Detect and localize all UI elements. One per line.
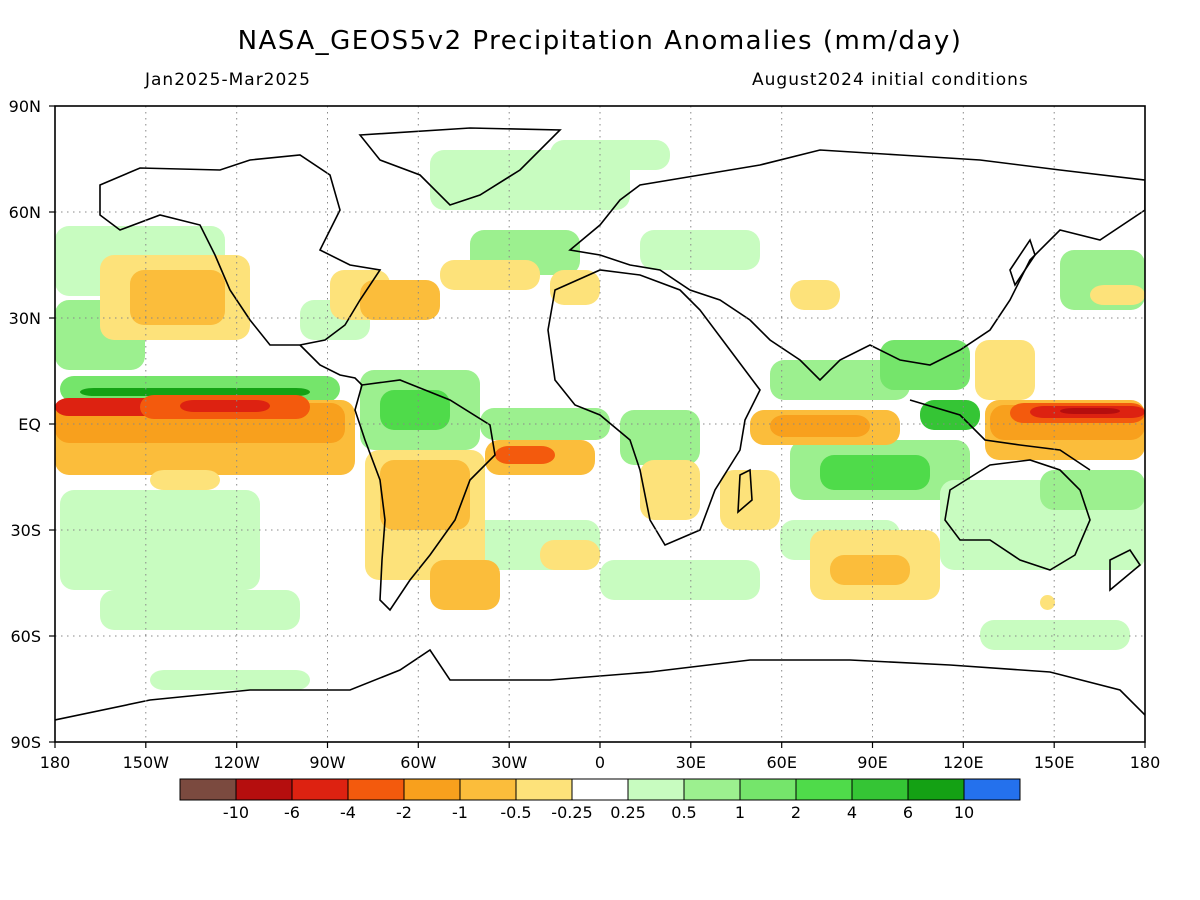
madagascar-coast [737, 468, 753, 514]
colorbar-label: 1 [735, 803, 745, 822]
lon-label-90e: 90E [857, 753, 887, 772]
colorbar-swatch [683, 778, 741, 801]
colorbar-swatch [571, 778, 629, 801]
colorbar-label: 4 [847, 803, 857, 822]
colorbar-label: -2 [396, 803, 412, 822]
coastlines [55, 127, 1145, 721]
colorbar-swatch [459, 778, 517, 801]
map-title: NASA_GEOS5v2 Precipitation Anomalies (mm… [237, 26, 963, 56]
graticule [55, 106, 1145, 742]
colorbar-swatch [851, 778, 909, 801]
colorbar-swatch [963, 778, 1021, 801]
colorbar-label: 10 [954, 803, 974, 822]
lon-label-60e: 60E [766, 753, 796, 772]
colorbar-swatch [179, 778, 237, 801]
lon-label-120w: 120W [214, 753, 261, 772]
colorbar-swatch [235, 778, 293, 801]
new-zealand-coast [1109, 548, 1142, 592]
colorbar-label: -10 [223, 803, 249, 822]
colorbar: -10 -6 -4 -2 -1 -0.5 -0.25 0.25 0.5 1 2 … [179, 778, 1021, 822]
colorbar-label: -1 [452, 803, 468, 822]
lon-label-150w: 150W [123, 753, 170, 772]
south-america-coast [354, 379, 496, 612]
lat-label-30s: 30S [10, 521, 41, 540]
colorbar-label: 0.5 [671, 803, 696, 822]
axis-ticks [49, 105, 1146, 748]
anomaly-field [55, 127, 1145, 721]
colorbar-label: 6 [903, 803, 913, 822]
colorbar-label: -0.25 [551, 803, 592, 822]
colorbar-swatch [627, 778, 685, 801]
latitude-labels: 90N 60N 30N EQ 30S 60S 90S [9, 97, 41, 752]
lon-label-150e: 150E [1034, 753, 1075, 772]
colorbar-swatch [739, 778, 797, 801]
antarctica-coast [55, 648, 1145, 721]
greenland-coast [358, 127, 562, 206]
colorbar-swatch [291, 778, 349, 801]
lon-label-180e: 180 [1130, 753, 1161, 772]
dry-anomalies [55, 255, 1145, 610]
colorbar-label: 2 [791, 803, 801, 822]
lon-label-120e: 120E [943, 753, 984, 772]
lat-label-60s: 60S [10, 627, 41, 646]
africa-coast [547, 269, 761, 547]
lat-label-eq: EQ [18, 415, 41, 434]
colorbar-swatch [795, 778, 853, 801]
colorbar-labels: -10 -6 -4 -2 -1 -0.5 -0.25 0.25 0.5 1 2 … [223, 803, 974, 822]
lat-label-60n: 60N [9, 203, 41, 222]
lon-label-90w: 90W [309, 753, 345, 772]
lon-label-180w: 180 [40, 753, 71, 772]
colorbar-swatch [515, 778, 573, 801]
colorbar-swatch [347, 778, 405, 801]
colorbar-label: 0.25 [610, 803, 646, 822]
colorbar-swatch [907, 778, 965, 801]
colorbar-label: -4 [340, 803, 356, 822]
colorbar-swatches [179, 778, 1021, 801]
japan-coast [1009, 238, 1036, 287]
australia-coast [944, 459, 1091, 571]
lon-label-30e: 30E [676, 753, 706, 772]
lon-label-0: 0 [595, 753, 605, 772]
maritime-continent-coast [909, 399, 1091, 471]
initial-conditions: August2024 initial conditions [752, 70, 1029, 90]
north-america-coast [99, 154, 382, 346]
central-america-coast [299, 344, 363, 386]
lat-label-90s: 90S [10, 733, 41, 752]
colorbar-label: -6 [284, 803, 300, 822]
lat-label-90n: 90N [9, 97, 41, 116]
colorbar-swatch [403, 778, 461, 801]
eurasia-coast [568, 149, 1145, 382]
lon-label-30w: 30W [491, 753, 527, 772]
forecast-period: Jan2025-Mar2025 [145, 70, 311, 90]
longitude-labels: 180 150W 120W 90W 60W 30W 0 30E 60E 90E … [40, 753, 1161, 772]
colorbar-label: -0.5 [500, 803, 531, 822]
lon-label-60w: 60W [400, 753, 436, 772]
lat-label-30n: 30N [9, 309, 41, 328]
